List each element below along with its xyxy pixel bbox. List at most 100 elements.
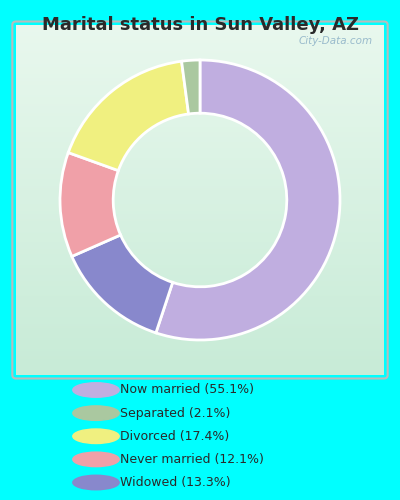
Bar <box>16 274 384 275</box>
Bar <box>16 340 384 342</box>
Bar <box>16 322 384 324</box>
Circle shape <box>73 406 119 420</box>
Bar <box>16 233 384 235</box>
Bar <box>16 251 384 252</box>
Text: Never married (12.1%): Never married (12.1%) <box>120 453 264 466</box>
Bar <box>16 134 384 135</box>
Bar <box>16 268 384 270</box>
Bar <box>16 30 384 32</box>
Wedge shape <box>182 60 200 114</box>
Bar <box>16 86 384 88</box>
Bar <box>16 42 384 44</box>
Bar <box>16 54 384 56</box>
Bar <box>16 209 384 210</box>
Bar <box>16 261 384 263</box>
Bar <box>16 242 384 244</box>
Bar <box>16 207 384 209</box>
Bar <box>16 36 384 38</box>
Bar <box>16 135 384 137</box>
Bar <box>16 123 384 124</box>
Bar <box>16 94 384 95</box>
Bar <box>16 280 384 282</box>
Bar <box>16 347 384 349</box>
Bar <box>16 282 384 284</box>
Bar <box>16 305 384 306</box>
Bar <box>16 279 384 280</box>
Bar <box>16 196 384 198</box>
Bar <box>16 202 384 203</box>
Bar <box>16 244 384 246</box>
Bar <box>16 252 384 254</box>
Bar <box>16 212 384 214</box>
Circle shape <box>73 383 119 397</box>
Bar <box>16 316 384 318</box>
Bar <box>16 28 384 30</box>
Bar <box>16 324 384 326</box>
Bar <box>16 124 384 126</box>
Bar <box>16 361 384 363</box>
Bar <box>16 352 384 354</box>
Bar <box>16 310 384 312</box>
Bar <box>16 160 384 162</box>
Bar <box>16 84 384 86</box>
Bar <box>16 130 384 132</box>
Bar <box>16 296 384 298</box>
Bar <box>16 76 384 78</box>
Bar <box>16 258 384 260</box>
Circle shape <box>73 475 119 490</box>
Bar <box>16 216 384 218</box>
Bar <box>16 112 384 114</box>
Bar <box>16 174 384 176</box>
Bar <box>16 98 384 100</box>
Bar <box>16 194 384 196</box>
Bar <box>16 368 384 370</box>
Bar <box>16 111 384 112</box>
Bar <box>16 32 384 34</box>
Bar <box>16 312 384 314</box>
Wedge shape <box>156 60 340 340</box>
Bar <box>16 272 384 274</box>
Text: Now married (55.1%): Now married (55.1%) <box>120 384 254 396</box>
Bar <box>16 247 384 249</box>
Bar <box>16 336 384 338</box>
Bar <box>16 72 384 74</box>
Bar <box>16 200 384 202</box>
Bar <box>16 65 384 67</box>
Bar <box>16 210 384 212</box>
Bar <box>16 181 384 182</box>
Bar <box>16 142 384 144</box>
Bar <box>16 186 384 188</box>
Bar <box>16 126 384 128</box>
Bar <box>16 319 384 321</box>
Bar <box>16 302 384 303</box>
Bar <box>16 82 384 84</box>
Bar <box>16 228 384 230</box>
Bar <box>16 240 384 242</box>
Bar <box>16 237 384 238</box>
Bar <box>16 132 384 134</box>
Bar <box>16 184 384 186</box>
Bar <box>16 358 384 359</box>
Bar <box>16 359 384 361</box>
Bar <box>16 116 384 117</box>
Bar <box>16 178 384 179</box>
Bar <box>16 364 384 366</box>
Bar <box>16 342 384 344</box>
Bar <box>16 328 384 330</box>
Bar <box>16 226 384 228</box>
Bar <box>16 165 384 167</box>
Bar <box>16 95 384 97</box>
Bar <box>16 338 384 340</box>
Bar <box>16 218 384 219</box>
Bar <box>16 149 384 151</box>
Bar <box>16 138 384 140</box>
Bar <box>16 151 384 153</box>
Bar <box>16 67 384 68</box>
Bar <box>16 41 384 42</box>
Bar <box>16 44 384 46</box>
Bar <box>16 366 384 368</box>
Bar <box>16 74 384 76</box>
Bar <box>16 288 384 289</box>
Bar <box>16 153 384 154</box>
Bar <box>16 58 384 60</box>
